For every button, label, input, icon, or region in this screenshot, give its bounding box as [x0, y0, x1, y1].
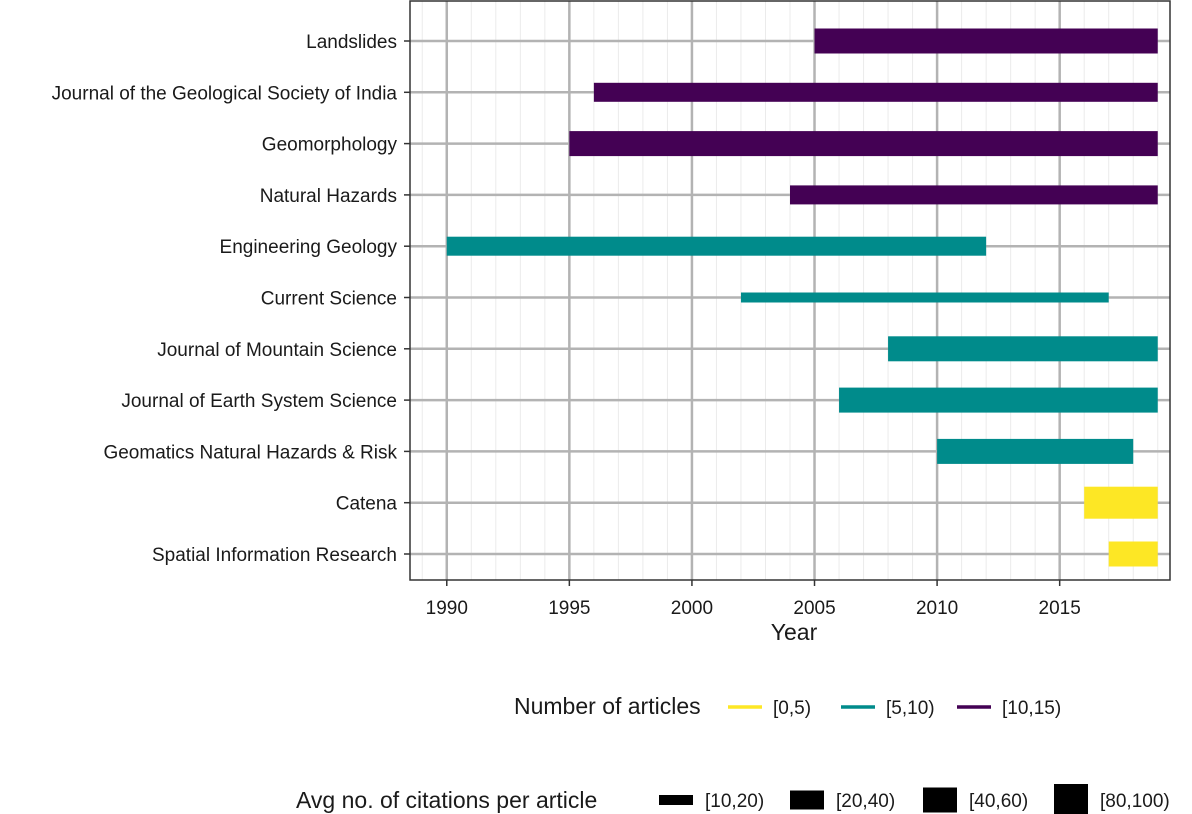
bar: [740, 292, 1109, 303]
legend-key: [790, 790, 824, 810]
x-tick-label: 2000: [671, 598, 713, 619]
x-tick-label: 1990: [426, 598, 468, 619]
legend-label: [40,60): [969, 791, 1028, 812]
x-tick-label: 1995: [548, 598, 590, 619]
bar: [1108, 541, 1158, 567]
x-tick-label: 2005: [793, 598, 835, 619]
legend-label: [5,10): [886, 698, 935, 719]
legend-key: [923, 787, 957, 813]
legend-label: [80,100): [1100, 791, 1170, 812]
y-tick-label: Journal of Mountain Science: [157, 340, 397, 361]
y-tick-label: Catena: [336, 494, 398, 515]
legend-label: [0,5): [773, 698, 811, 719]
plot-border: [409, 0, 1171, 581]
bar: [593, 82, 1158, 102]
y-tick-label: Spatial Information Research: [152, 545, 397, 566]
legend-label: [10,20): [705, 791, 764, 812]
legend-avg-citations: Avg no. of citations per article [10,20) […: [296, 784, 1170, 814]
y-tick-label: Geomatics Natural Hazards & Risk: [103, 442, 397, 463]
y-tick-label: Journal of Earth System Science: [121, 391, 397, 412]
y-axis: Landslides Journal of the Geological Soci…: [52, 32, 410, 566]
legend-title: Number of articles: [514, 693, 701, 719]
legend-key: [659, 795, 693, 805]
bar: [937, 438, 1134, 464]
bar: [790, 185, 1158, 205]
x-axis: 1990 1995 2000 2005 2010 2015: [426, 580, 1081, 619]
y-tick-label: Journal of the Geological Society of Ind…: [52, 83, 398, 104]
y-tick-label: Natural Hazards: [260, 186, 397, 207]
bar: [888, 336, 1158, 362]
y-tick-label: Geomorphology: [262, 135, 398, 156]
legend-label: [20,40): [836, 791, 895, 812]
x-axis-title: Year: [771, 619, 818, 645]
legend-key: [1054, 784, 1088, 814]
y-tick-label: Engineering Geology: [220, 237, 398, 258]
y-tick-label: Landslides: [306, 32, 397, 53]
bar: [1084, 486, 1158, 519]
bar: [839, 387, 1158, 413]
x-tick-label: 2015: [1039, 598, 1081, 619]
legend-title: Avg no. of citations per article: [296, 787, 597, 813]
legend-number-of-articles: Number of articles [0,5) [5,10) [10,15): [514, 693, 1061, 719]
legend-label: [10,15): [1002, 698, 1061, 719]
bar: [814, 28, 1158, 54]
x-tick-label: 2010: [916, 598, 958, 619]
bars: [446, 28, 1158, 567]
bar: [446, 236, 987, 256]
bar: [569, 131, 1158, 157]
y-tick-label: Current Science: [261, 289, 397, 310]
